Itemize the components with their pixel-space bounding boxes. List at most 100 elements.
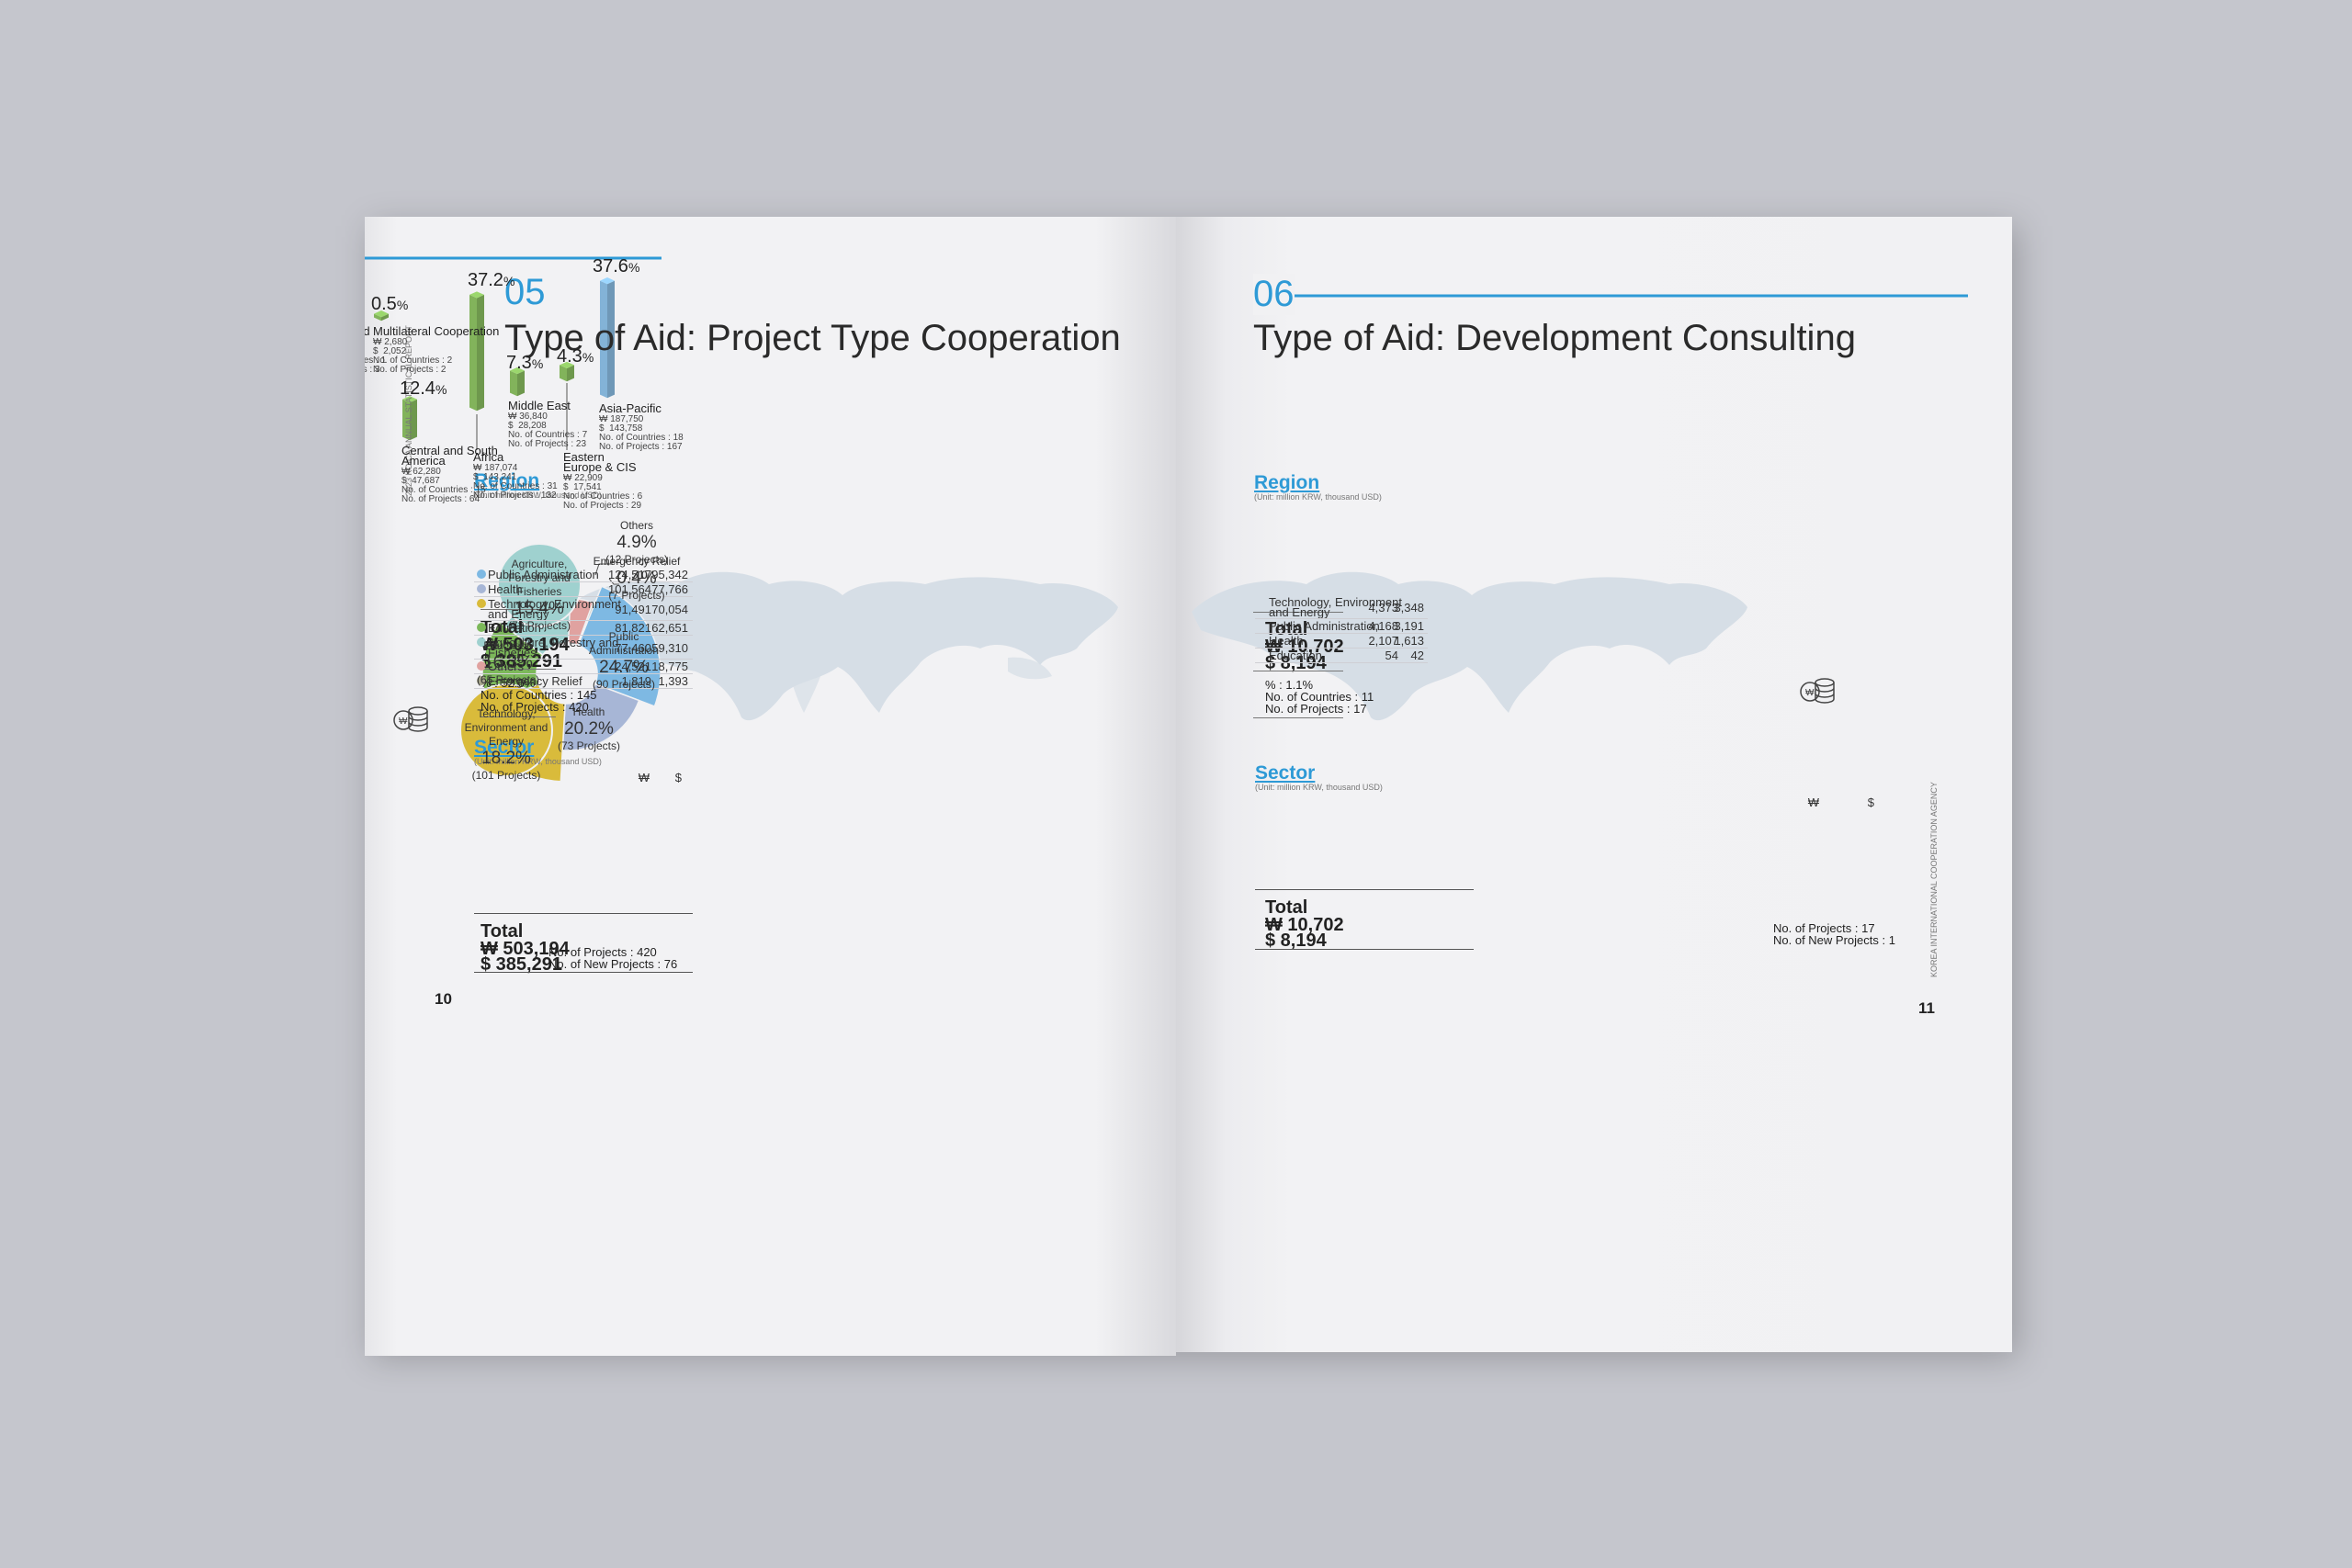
- pie-label-name-3: Fisheries: [516, 585, 562, 598]
- sector-total-krw-right: ₩ 10,702: [1265, 915, 1344, 935]
- row-label-line2: and Energy: [488, 607, 549, 621]
- pie-label-projects: (65 Projects): [476, 673, 540, 686]
- region-name: Asia-Pacific: [599, 401, 662, 415]
- right-page: ₩ 06: [1176, 217, 2012, 1352]
- emergency-leader-line: [608, 578, 619, 585]
- row-label: Public Administration: [488, 568, 599, 581]
- pct-sign: %: [531, 356, 544, 371]
- row-divider: [474, 620, 693, 621]
- coins-icon: ₩: [393, 706, 428, 732]
- col-krw: ₩: [638, 771, 650, 784]
- pie-label-name-2: Environment and: [464, 721, 548, 734]
- pct-sign: %: [503, 274, 515, 288]
- row-divider: [1255, 662, 1428, 663]
- region-usd: $ 17,541: [563, 482, 602, 492]
- region-projects: No. of Projects : 64: [401, 494, 481, 504]
- sector-total-new-projects-right: No. of New Projects : 1: [1773, 933, 1895, 947]
- pct-value: 12.4: [400, 378, 435, 399]
- section-title: Type of Aid: Project Type Cooperation: [504, 318, 1121, 358]
- left-page: ₩ 2023 KOICA ANNUAL STATISTICAL REPORT 0…: [365, 217, 1176, 1356]
- row-usd: 1,393: [658, 674, 688, 688]
- region-total-krw-right: ₩ 10,702: [1265, 637, 1344, 657]
- pie-label: Technology, Environment and Energy 18.2% (10…: [451, 707, 561, 783]
- region-name: Middle East: [508, 399, 571, 412]
- row-label: Health: [1269, 634, 1304, 648]
- pie-label-pct: 0.4%: [616, 569, 657, 588]
- pie-label: Public Administration 24.7% (90 Projects): [569, 630, 679, 692]
- row-label-line2: Fisheries: [488, 646, 537, 660]
- world-map: [562, 571, 1118, 721]
- region-name: Eastern: [563, 450, 605, 464]
- region-total-projects-right: No. of Projects : 17: [1265, 702, 1367, 716]
- pie-label-name: Agriculture,: [511, 558, 568, 570]
- pie-label-projects: (90 Projects): [592, 678, 656, 691]
- region-total-countries: No. of Countries : 145: [481, 688, 597, 702]
- region-unit-right: (Unit: million KRW, thousand USD): [1254, 492, 1382, 502]
- pie-label-projects: (72 Projects): [507, 619, 571, 632]
- region-pct: 37.6%: [593, 256, 639, 277]
- region-krw: ₩ 187,750: [599, 414, 644, 424]
- region-total-pct: % : 52.6%: [481, 676, 536, 690]
- sector-total-rule-2: [474, 972, 693, 973]
- sector-heading: Sector: [474, 737, 535, 758]
- right-page-graphics: ₩: [1192, 294, 1968, 721]
- region-name: Africa: [473, 450, 504, 464]
- right-page-content: 06 Type of Aid: Development Consulting R…: [1176, 217, 2012, 1352]
- row-divider: [474, 688, 693, 689]
- region-pct: 37.2%: [468, 270, 514, 291]
- pie-label-pct: 24.7%: [599, 658, 649, 677]
- row-label: Education: [488, 621, 541, 635]
- world-map: [1192, 571, 1747, 721]
- region-projects: No. of Projects : 2: [373, 365, 447, 375]
- left-page-graphics: ₩: [365, 256, 1118, 783]
- region-unit: (Unit: million KRW, thousand USD): [474, 491, 602, 500]
- pct-sign: %: [628, 260, 640, 275]
- col-usd: $: [674, 771, 682, 784]
- total-rule: [481, 609, 556, 610]
- row-usd: 59,310: [651, 641, 688, 655]
- section-title-right: Type of Aid: Development Consulting: [1253, 318, 1856, 358]
- side-text-right: KOREA INTERNATIONAL COOPERATION AGENCY: [1929, 782, 1939, 977]
- region-total-projects: No. of Projects : 420: [481, 700, 589, 714]
- region-name: Multilateral Cooperation: [373, 324, 500, 338]
- pie-label-name: Health: [572, 705, 605, 718]
- pie-label: Agriculture, Forestry and Fisheries 15.4% (7…: [484, 558, 594, 633]
- region-countries: No. of Countries : 15: [401, 485, 486, 495]
- section-number-right: 06: [1253, 274, 1295, 315]
- region-total-usd: $ 385,291: [481, 651, 562, 671]
- region-krw: ₩ 2,680: [373, 337, 408, 347]
- pie-label-pct: 4.9%: [616, 533, 657, 552]
- col-krw-right: ₩: [1807, 795, 1819, 809]
- legend-dot: [477, 623, 486, 632]
- legend-dot: [477, 570, 486, 579]
- pie-label: Emergency Relief 0.4% (7 Projects): [582, 555, 692, 603]
- sector-total-rule: [1255, 889, 1474, 890]
- pie-label-projects: (101 Projects): [471, 769, 541, 782]
- others-leader-line: [594, 563, 613, 576]
- row-usd: 70,054: [651, 603, 688, 616]
- sector-heading-right: Sector: [1255, 762, 1316, 784]
- row-divider: [474, 581, 693, 582]
- row-label: Education: [1269, 649, 1322, 662]
- region-name: Unallocated: [365, 324, 370, 338]
- row-krw: 4,168: [1368, 619, 1398, 633]
- row-divider: [1255, 648, 1428, 649]
- pie-label-projects: (12 Projects): [605, 553, 669, 566]
- pct-value: 0.5: [371, 294, 397, 314]
- pie-label-projects: (7 Projects): [608, 589, 665, 602]
- row-divider: [474, 596, 693, 597]
- row-label: Technology, Environment: [1269, 595, 1403, 609]
- pie-label-name: Public: [608, 630, 639, 643]
- pct-value: 7.3: [506, 353, 532, 373]
- region-countries: No. of Countries : 1: [365, 355, 387, 366]
- pie-label-name-2: Forestry and: [508, 571, 571, 584]
- sector-total-rule-2: [1255, 949, 1474, 950]
- region-name: Central and South: [401, 444, 498, 457]
- row-usd: 42: [1410, 649, 1424, 662]
- row-krw: 54: [1385, 649, 1398, 662]
- sector-total-krw: ₩ 503,194: [481, 939, 570, 959]
- total-rule-2: [481, 669, 556, 670]
- row-krw: 24,521: [615, 660, 651, 673]
- row-krw: 124,517: [608, 568, 651, 581]
- pie-label: Education 16.3% (65 Projects): [453, 639, 563, 687]
